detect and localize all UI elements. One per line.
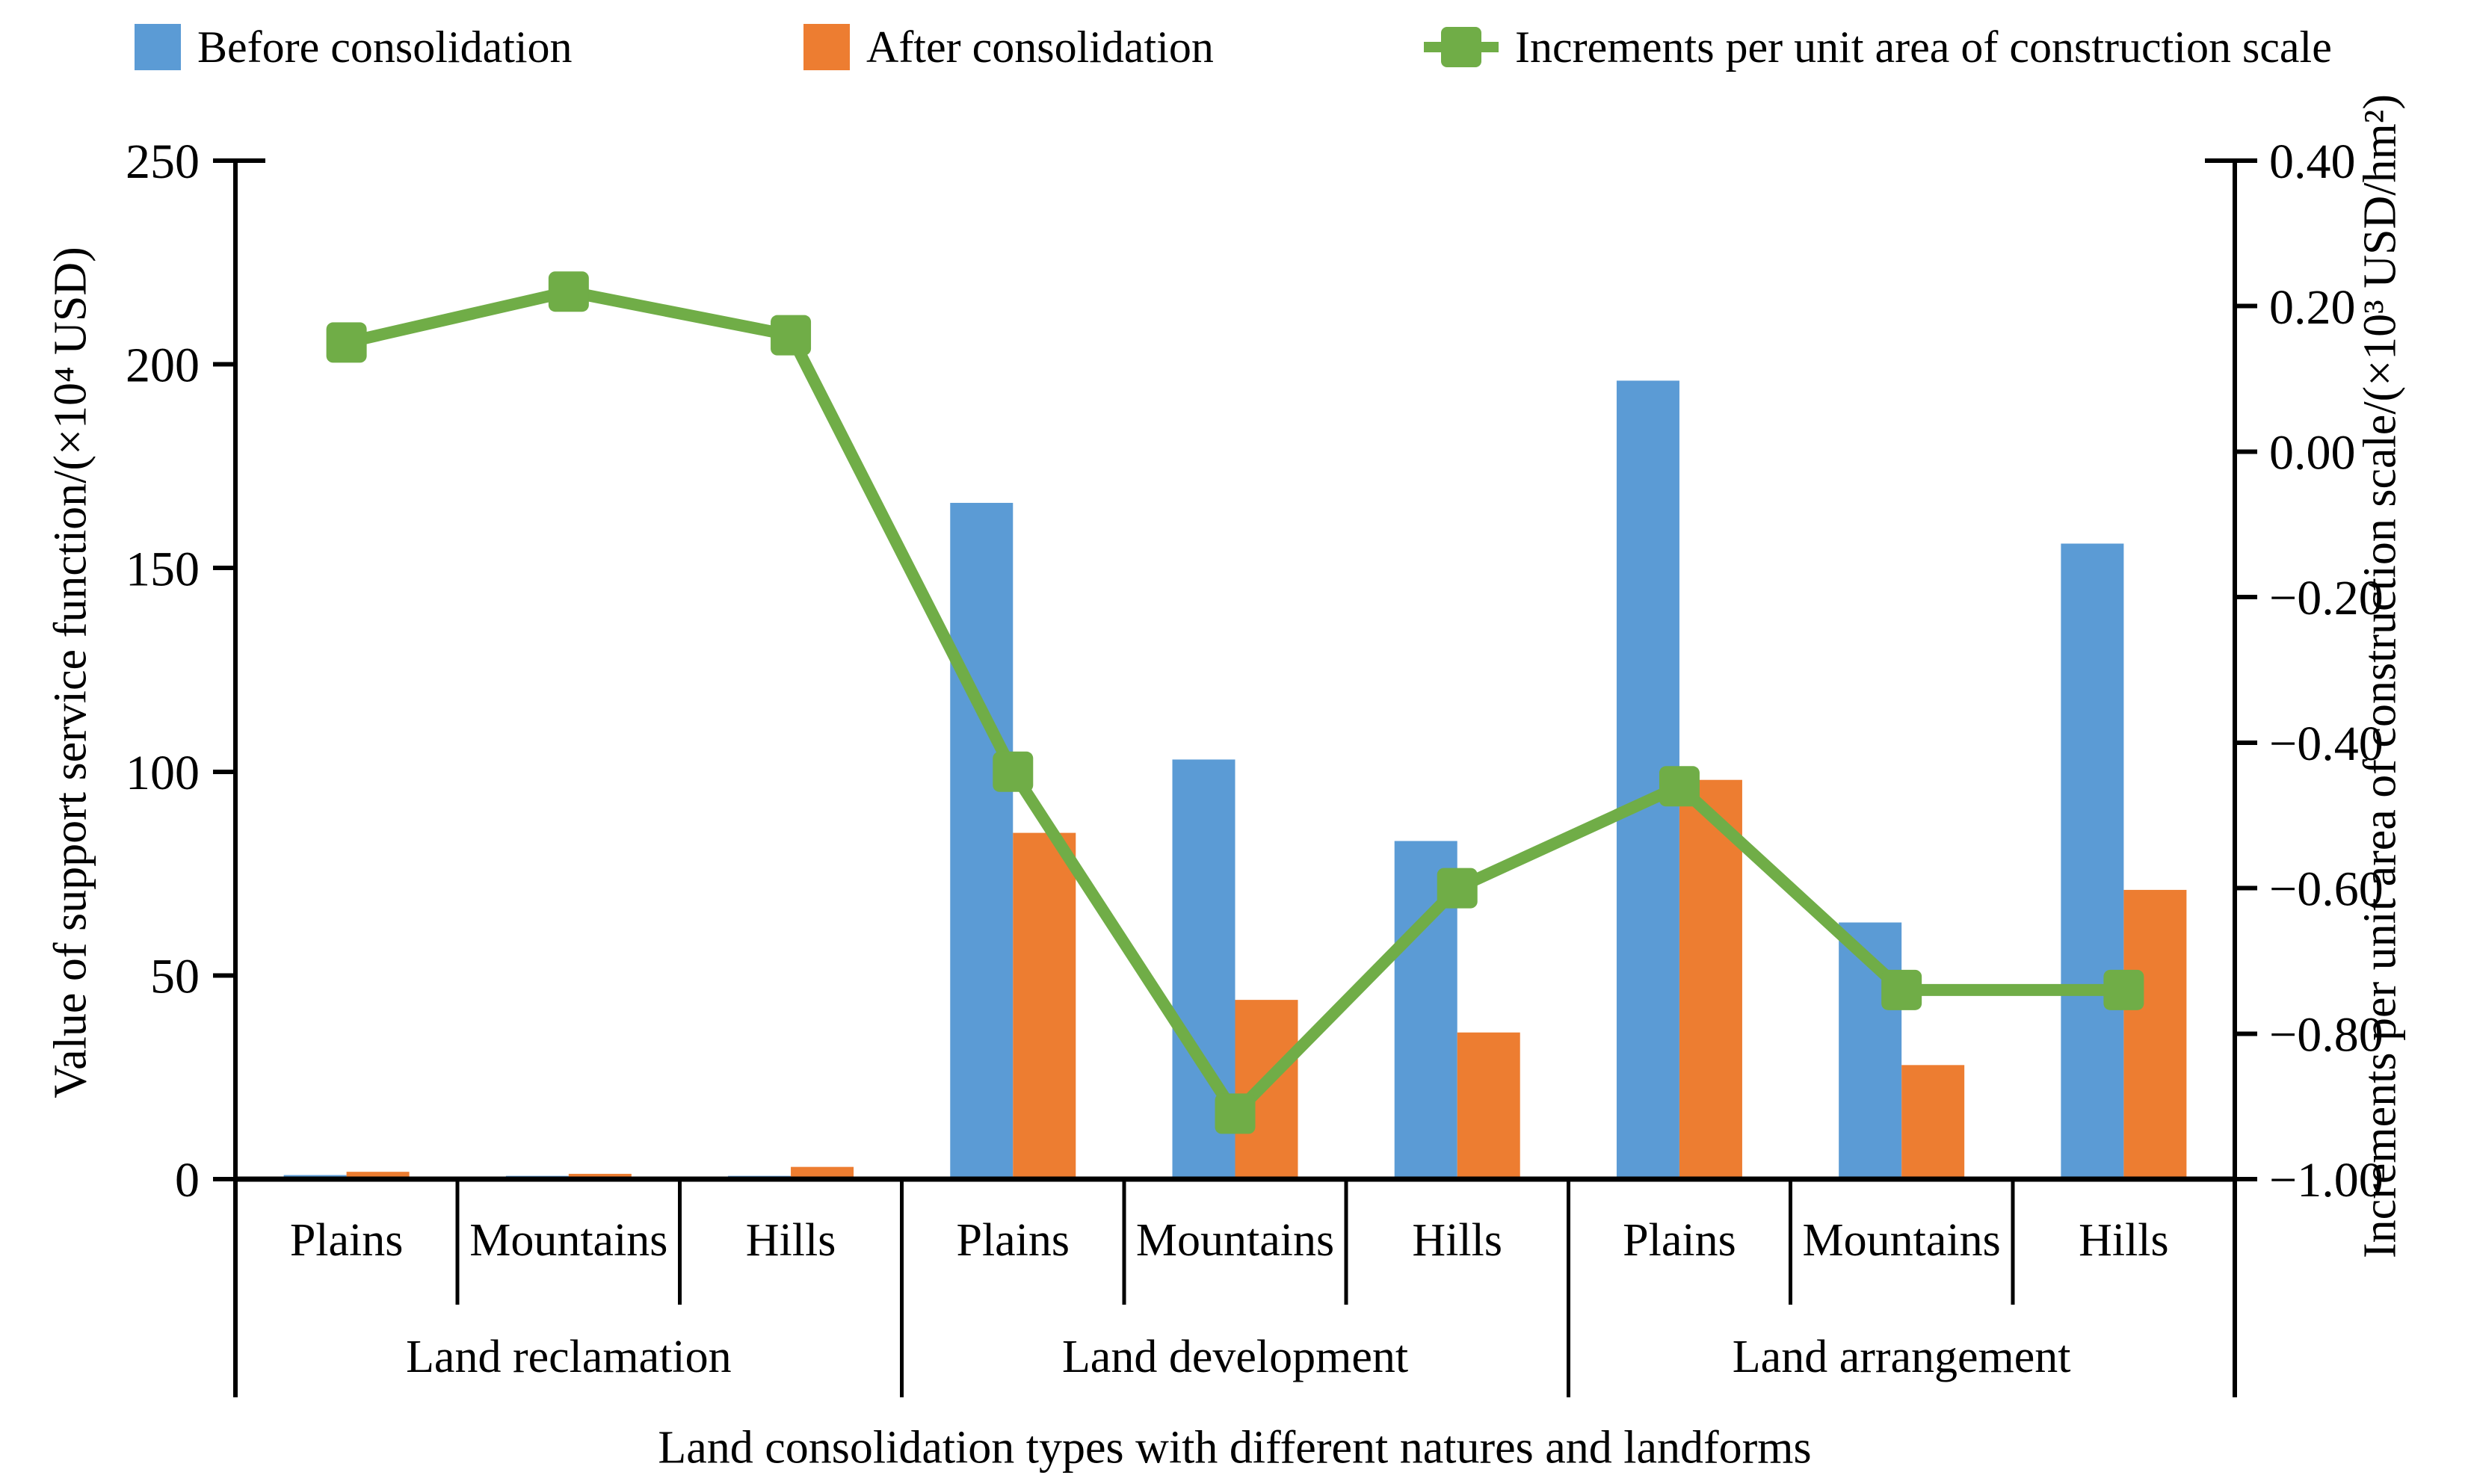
left-tick-label-250: 250 [126,135,200,189]
bar-after-arrangement-hills [2123,889,2187,1179]
right-tick-label-−1.00: −1.00 [2269,1153,2384,1208]
increments-marker-6 [1437,868,1478,909]
category-label-9-hills: Hills [2079,1215,2169,1266]
category-label-7-plains: Plains [1623,1215,1736,1266]
bar-after-development-plains [1013,832,1076,1179]
legend-label-before: Before consolidation [197,22,573,72]
legend-swatch-after-icon [803,24,850,70]
left-tick-label-50: 50 [150,950,200,1004]
legend-label-increments: Increments per unit area of construction… [1515,22,2332,72]
category-label-2-mountains: Mountains [469,1215,667,1266]
left-tick-label-0: 0 [175,1153,200,1208]
legend-label-after: After consolidation [866,22,1214,72]
legend-item-after: After consolidation [803,13,1214,81]
increments-marker-7 [1659,766,1700,807]
category-label-1-plains: Plains [290,1215,404,1266]
right-axis-title: Increments per unit area of construction… [2354,94,2406,1258]
group-label-land-development: Land development [1062,1332,1408,1382]
bar-before-development-plains [950,502,1014,1179]
increments-marker-5 [1215,1093,1256,1134]
bar-after-development-hills [1457,1032,1520,1179]
category-label-5-mountains: Mountains [1136,1215,1334,1266]
category-label-3-hills: Hills [746,1215,836,1266]
right-tick-label-−0.20: −0.20 [2269,571,2384,625]
left-tick-label-200: 200 [126,338,200,393]
increments-marker-4 [993,751,1034,792]
group-label-land-arrangement: Land arrangement [1733,1332,2071,1382]
legend-item-before: Before consolidation [135,13,573,81]
right-tick-label-−0.80: −0.80 [2269,1007,2384,1062]
bar-after-reclamation-plains [346,1172,410,1179]
legend-swatch-increments-icon [1424,24,1499,70]
increments-marker-1 [326,322,367,363]
increments-marker-8 [1881,969,1922,1010]
bar-after-reclamation-hills [791,1166,854,1179]
increments-marker-9 [2103,969,2144,1010]
legend-swatch-before-icon [135,24,181,70]
category-label-8-mountains: Mountains [1803,1215,2001,1266]
bar-after-arrangement-plains [1679,779,1742,1179]
left-tick-label-150: 150 [126,542,200,596]
right-tick-label-0.20: 0.20 [2269,280,2356,335]
bar-before-arrangement-hills [2061,543,2124,1179]
right-tick-label-0.40: 0.40 [2269,135,2356,189]
increments-marker-2 [548,271,589,312]
category-label-6-hills: Hills [1412,1215,1502,1266]
left-axis-title: Value of support service function/(×10⁴ … [45,247,96,1098]
x-axis-title: Land consolidation types with different … [658,1422,1812,1474]
increments-marker-3 [771,315,812,356]
right-tick-label-0.00: 0.00 [2269,426,2356,480]
right-tick-label-−0.40: −0.40 [2269,717,2384,771]
group-label-land-reclamation: Land reclamation [406,1332,732,1382]
category-label-4-plains: Plains [956,1215,1070,1266]
left-tick-label-100: 100 [126,746,200,800]
legend-item-increments: Increments per unit area of construction… [1424,13,2332,81]
bar-after-reclamation-mountains [568,1173,632,1179]
right-tick-label-−0.60: −0.60 [2269,862,2384,917]
bar-after-arrangement-mountains [1901,1065,1965,1179]
